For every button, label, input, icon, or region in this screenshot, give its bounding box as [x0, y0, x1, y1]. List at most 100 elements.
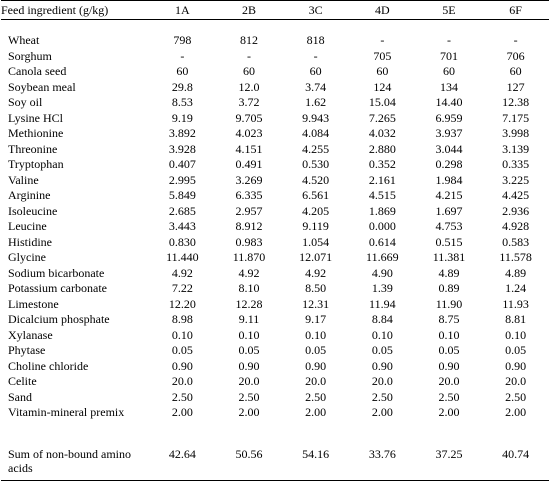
value-cell: 4.425: [502, 188, 530, 202]
table-row: Xylanase 0.10 0.10 0.10 0.10 0.10 0.10: [1, 327, 549, 345]
value-cell: 4.215: [435, 188, 463, 202]
table-row: Leucine 3.443 8.912 9.119 0.000 4.753 4.928: [1, 219, 549, 236]
table-row: Sodium bicarbonate 4.92 4.92 4.92 4.90 4.89 4.…: [1, 265, 549, 283]
value-cell: 12.38: [502, 95, 530, 109]
value-cell: 812: [240, 33, 258, 47]
table-row-premix: Vitamin-mineral premix 2.00 2.00 2.00 2.00 2.…: [1, 405, 549, 432]
value-cell: 0.05: [238, 343, 260, 357]
value-cell: 6.561: [302, 188, 330, 202]
value-cell: 3.892: [168, 126, 196, 140]
value-cell: 3.937: [435, 126, 463, 140]
table-row: Dicalcium phosphate 8.98 9.11 9.17 8.84 8.75 8…: [1, 312, 549, 329]
value-cell: 0.614: [368, 234, 396, 249]
value-cell: 4.90: [371, 265, 393, 280]
table-row: Histidine 0.830 0.983 1.054 0.614 0.515 0.583: [1, 234, 549, 252]
value-cell: 0.05: [505, 343, 527, 357]
value-cell: 60: [243, 64, 255, 78]
value-cell: 0.90: [238, 358, 260, 373]
value-cell: 0.10: [371, 327, 393, 342]
table-header-row: Feed ingredient (g/kg) 1A 2B 3C 4D 5E 6F: [1, 0, 549, 20]
ingredient-name-cell: Potassium carbonate: [8, 281, 107, 295]
ingredient-name-cell: Sodium bicarbonate: [8, 265, 105, 280]
value-cell: 3.139: [502, 141, 530, 156]
value-cell: 12.20: [168, 296, 196, 311]
value-cell: 20.0: [171, 374, 193, 388]
value-cell: 0.05: [305, 343, 327, 357]
value-cell: 20.0: [305, 374, 327, 388]
value-cell: 798: [173, 33, 192, 47]
value-cell: 11.440: [166, 250, 199, 264]
value-cell: 0.298: [435, 157, 463, 171]
ingredient-name-cell: Arginine: [8, 188, 51, 202]
value-cell: 33.76: [348, 447, 416, 481]
value-cell: 9.11: [238, 312, 260, 326]
value-cell: 0.05: [171, 343, 193, 357]
value-cell: 0.90: [371, 358, 393, 373]
value-cell: 2.50: [238, 389, 260, 404]
value-cell: 11.870: [232, 250, 266, 264]
table-row: Lysine HCl 9.19 9.705 9.943 7.265 6.959 7.175: [1, 110, 549, 128]
value-cell: 0.830: [168, 234, 196, 249]
value-cell: 12.28: [235, 296, 263, 311]
value-cell: 42.64: [149, 447, 216, 481]
value-cell: 0.90: [505, 358, 527, 373]
value-cell: 0.000: [368, 219, 396, 233]
table-row: Methionine 3.892 4.023 4.084 4.032 3.937 3.998: [1, 126, 549, 143]
value-cell: 6.959: [435, 110, 463, 125]
value-cell: 1.869: [368, 203, 396, 218]
value-cell: 2.50: [171, 389, 193, 404]
value-cell: 3.72: [238, 95, 260, 109]
value-cell: -: [446, 33, 451, 47]
value-cell: 4.753: [435, 219, 463, 233]
value-cell: 37.25: [415, 447, 483, 481]
ingredient-name-cell: Lysine HCl: [8, 110, 64, 125]
value-cell: 2.00: [238, 405, 260, 419]
header-5e: 5E: [415, 0, 483, 20]
value-cell: 8.75: [438, 312, 460, 326]
value-cell: 12.071: [299, 250, 333, 264]
value-cell: 0.407: [168, 157, 196, 171]
value-cell: 0.352: [368, 157, 396, 171]
table-row: Sorghum - - - 705 701 706: [1, 48, 549, 66]
value-cell: 8.912: [235, 219, 263, 233]
header-2b: 2B: [215, 0, 283, 20]
ingredient-name-cell: Canola seed: [8, 64, 67, 78]
value-cell: 124: [373, 79, 392, 94]
value-cell: 3.928: [168, 141, 196, 156]
spacer-row: [1, 432, 549, 448]
value-cell: 4.92: [171, 265, 193, 280]
value-cell: 2.50: [438, 389, 460, 404]
value-cell: 2.00: [505, 405, 527, 419]
value-cell: 0.10: [238, 327, 260, 342]
value-cell: 4.92: [238, 265, 260, 280]
value-cell: 0.335: [502, 157, 530, 171]
value-cell: 1.39: [371, 281, 393, 295]
ingredient-name-cell: Sum of non-bound amino acids: [1, 447, 150, 481]
value-cell: 54.16: [282, 447, 349, 481]
value-cell: 11.669: [366, 250, 399, 264]
ingredient-name-cell: Wheat: [8, 33, 40, 47]
value-cell: 12.0: [238, 79, 260, 94]
header-4d: 4D: [348, 0, 416, 20]
value-cell: 11.381: [432, 250, 466, 264]
value-cell: 0.10: [171, 327, 193, 342]
value-cell: 0.983: [235, 234, 263, 249]
table-row: Celite 20.0 20.0 20.0 20.0 20.0 20.0: [1, 374, 549, 391]
value-cell: 0.583: [502, 234, 530, 249]
table-body: Wheat 798 812 818- - - Sorghum - - -705 701 706 Cano…: [1, 20, 549, 481]
value-cell: 7.22: [171, 281, 193, 295]
ingredient-name-cell: Tryptophan: [8, 157, 64, 171]
value-cell: 4.032: [368, 126, 396, 140]
value-cell: 3.443: [168, 219, 196, 233]
value-cell: 134: [439, 79, 458, 94]
value-cell: 11.578: [499, 250, 532, 264]
header-6f: 6F: [482, 0, 549, 20]
value-cell: -: [247, 48, 251, 63]
value-cell: 2.00: [371, 405, 393, 419]
value-cell: 4.084: [302, 126, 330, 140]
value-cell: 2.685: [168, 203, 196, 218]
table-row: Soybean meal 29.8 12.0 3.74 124 134 127: [1, 79, 549, 97]
ingredient-name-cell: Choline chloride: [8, 358, 89, 373]
value-cell: 20.0: [371, 374, 393, 388]
